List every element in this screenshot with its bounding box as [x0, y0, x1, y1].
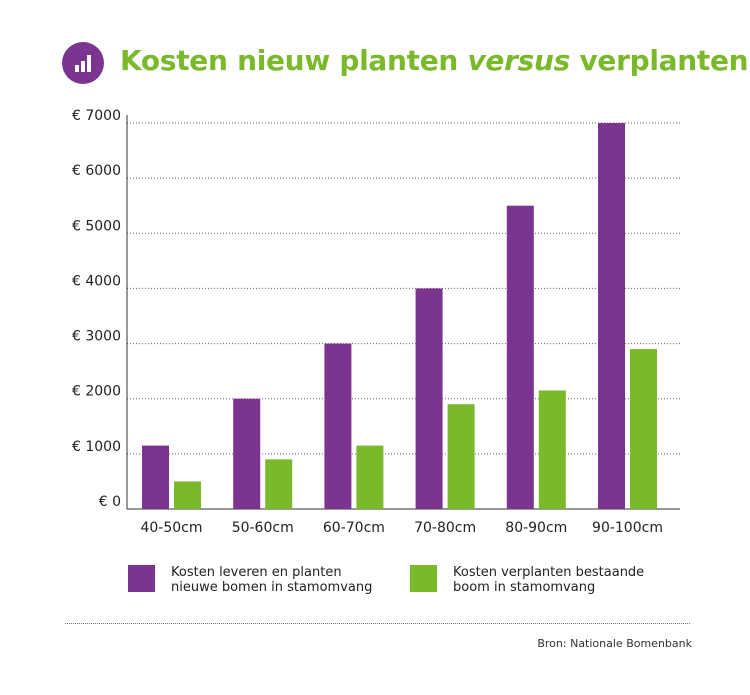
y-tick-label: € 2000 — [72, 384, 121, 400]
bar-transplant — [538, 390, 566, 509]
legend-swatch-green — [410, 565, 437, 592]
x-tick-label: 50-60cm — [232, 520, 294, 536]
chart-title: Kosten nieuw planten versus verplanten — [120, 44, 749, 77]
bar-chart: € 0 € 1000 € 2000 € 3000 € 4000 € 5000 € 6000 €… — [72, 108, 680, 536]
y-tick-label: € 7000 — [72, 108, 121, 124]
bar-new — [324, 343, 352, 509]
legend-swatch-purple — [128, 565, 155, 592]
x-tick-label: 40-50cm — [140, 520, 202, 536]
y-tick-label: € 4000 — [72, 273, 121, 289]
legend-item-transplant: Kosten verplanten bestaande boom in stamo… — [410, 565, 683, 595]
bar-transplant — [447, 404, 475, 509]
y-tick-label: € 5000 — [72, 218, 121, 234]
legend-label: Kosten verplanten bestaande boom in stamo… — [453, 565, 645, 595]
bar-new — [506, 205, 534, 509]
bar-new — [233, 398, 261, 509]
bar-transplant — [265, 459, 293, 509]
title-part2: verplanten — [570, 44, 749, 77]
bar-transplant — [356, 445, 384, 509]
legend-item-new: Kosten leveren en planten nieuwe bomen in… — [128, 565, 401, 595]
x-tick-label: 80-90cm — [505, 520, 567, 536]
y-tick-label: € 6000 — [72, 163, 121, 179]
y-tick-label: € 0 — [99, 494, 121, 510]
x-tick-label: 70-80cm — [414, 520, 476, 536]
bar-new — [142, 445, 169, 509]
source-note: Bron: Nationale Bomenbank — [537, 637, 692, 650]
x-tick-label: 60-70cm — [323, 520, 385, 536]
y-tick-label: € 1000 — [72, 439, 121, 455]
x-tick-label: 90-100cm — [592, 520, 663, 536]
bar-new — [598, 123, 625, 509]
bar-chart-icon — [62, 42, 104, 84]
bar-transplant — [174, 481, 201, 509]
title-italic: versus — [467, 44, 570, 77]
title-part1: Kosten nieuw planten — [120, 44, 468, 77]
bar-new — [415, 288, 443, 509]
legend-label: Kosten leveren en planten nieuwe bomen in… — [171, 565, 373, 595]
divider — [65, 623, 690, 624]
y-tick-label: € 3000 — [72, 329, 121, 345]
bar-transplant — [630, 349, 657, 509]
